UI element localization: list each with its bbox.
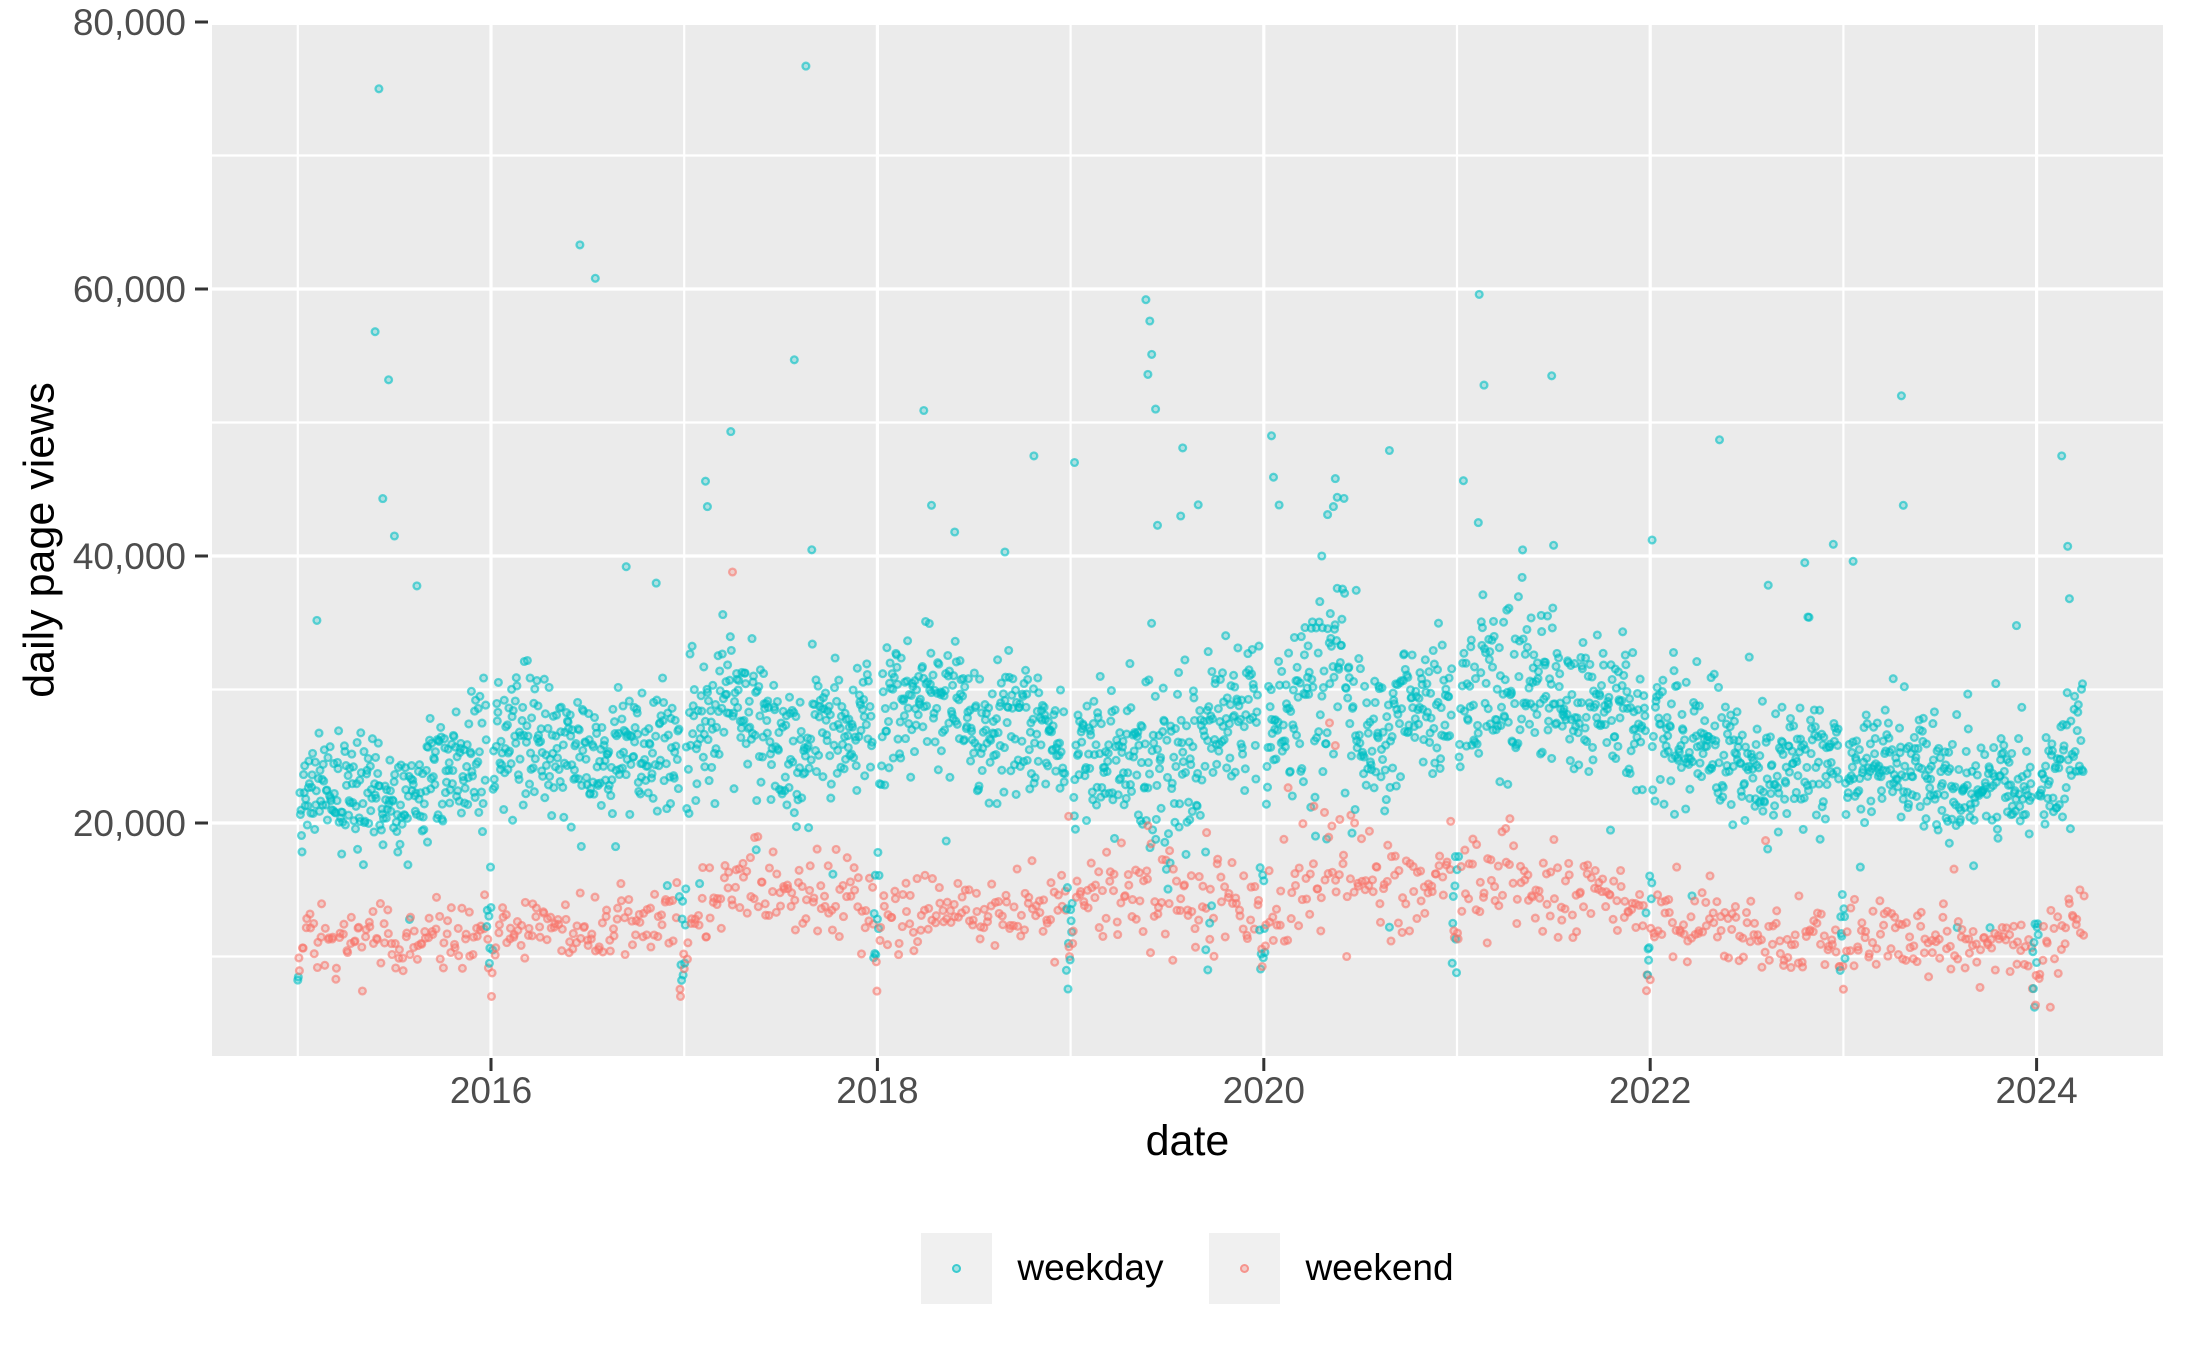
y-tick-label: 80,000 (73, 2, 186, 43)
y-axis-title: daily page views (15, 382, 64, 698)
grid-minor (212, 25, 2163, 1056)
legend: weekday weekend (212, 1232, 2163, 1304)
legend-key-weekday (921, 1232, 993, 1304)
y-axis: 20,000 40,000 60,000 80,000 (73, 2, 208, 844)
panel (212, 25, 2163, 1056)
y-tick-label: 40,000 (73, 536, 186, 577)
legend-item-weekday: weekday (921, 1232, 1164, 1304)
x-axis-title: date (1145, 1117, 1230, 1165)
y-tick-label: 20,000 (73, 803, 186, 844)
x-tick-label: 2022 (1609, 1070, 1691, 1111)
weekend-point-icon (1240, 1263, 1250, 1273)
legend-label-weekday: weekday (1017, 1247, 1164, 1288)
points-layer (293, 61, 2089, 1012)
legend-key-weekend (1209, 1232, 1281, 1304)
legend-label-weekend: weekend (1305, 1247, 1454, 1288)
y-tick-label: 60,000 (73, 269, 186, 310)
x-tick-label: 2016 (450, 1070, 532, 1111)
weekday-point-icon (952, 1263, 962, 1273)
x-tick-label: 2018 (836, 1070, 918, 1111)
legend-item-weekend: weekend (1209, 1232, 1454, 1304)
x-tick-label: 2020 (1223, 1070, 1305, 1111)
x-tick-label: 2024 (1995, 1070, 2077, 1111)
x-axis: 2016 2018 2020 2022 2024 (450, 1058, 2078, 1111)
